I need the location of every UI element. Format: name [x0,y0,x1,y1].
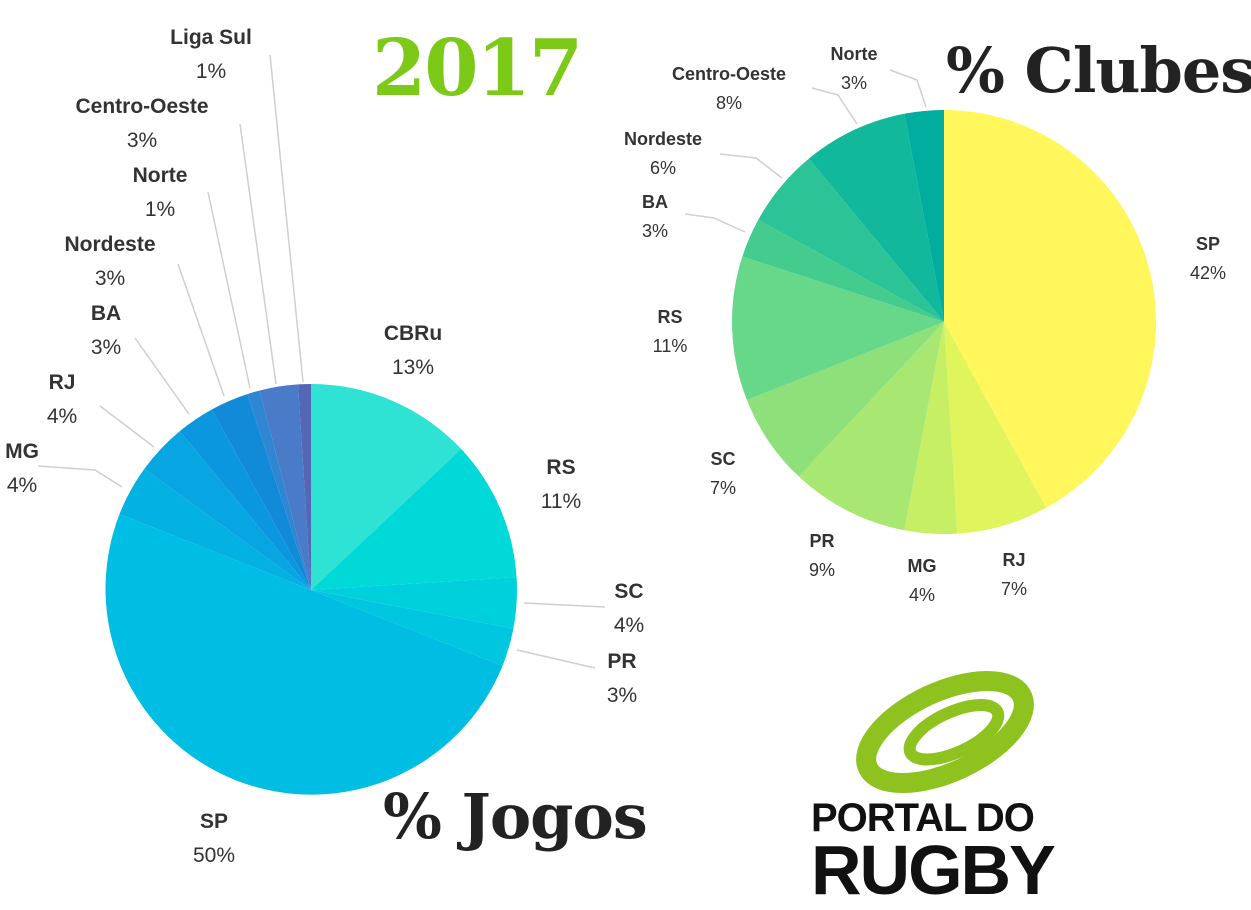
jogos-leader-line-sc [523,602,606,608]
jogos-label-sc: SC [614,580,643,603]
jogos-value-liga-sul: 1% [196,60,226,83]
jogos-value-centro-oeste: 3% [127,129,157,152]
clubes-slice-rj [944,322,1047,534]
jogos-leader-line-norte [207,191,251,389]
clubes-label-pr: PR [809,531,834,551]
jogos-leader-line-mg [37,465,123,488]
jogos-label-norte: Norte [133,164,188,187]
jogos-slice-rs [311,448,517,590]
jogos-value-pr: 3% [607,684,637,707]
clubes-label-rs: RS [657,307,682,327]
jogos-label-rs: RS [546,456,575,479]
jogos-chart-title: % Jogos [383,780,648,853]
jogos-slice-mg [119,468,311,590]
pie-chart-clubes: SP 42% RJ 7% MG 4% PR 9% SC 7% RS 11% BA 3% Nordeste 6%… [624,44,1226,605]
clubes-value-pr: 9% [809,560,835,580]
clubes-chart-title: % Clubes [946,34,1251,107]
clubes-slice-nordeste [758,158,944,322]
clubes-value-centro-oeste: 8% [716,93,742,113]
logo-text-portal-do: PORTAL DO [811,796,1035,840]
jogos-slice-rj [144,431,311,590]
jogos-value-cbru: 13% [392,356,434,379]
jogos-slice-sp [105,514,503,795]
jogos-label-cbru: CBRu [384,322,442,345]
clubes-value-norte: 3% [841,73,867,93]
portal-do-rugby-logo: PORTAL DO RUGBY [805,670,1085,905]
jogos-value-norte: 1% [145,198,175,221]
rugby-ball-logo-icon [856,670,1034,794]
clubes-value-nordeste: 6% [650,158,676,178]
clubes-slice-norte [904,110,944,322]
clubes-label-sc: SC [710,449,735,469]
clubes-leader-line-centro-oeste [811,87,858,125]
jogos-slice-norte [247,390,311,590]
jogos-leader-line-nordeste [177,263,225,397]
jogos-slice-cbru [311,384,462,590]
clubes-leader-line-nordeste [719,153,783,179]
clubes-leader-line-norte [889,69,927,108]
jogos-value-mg: 4% [7,474,37,497]
clubes-label-sp: SP [1196,234,1220,254]
jogos-leader-line-rj [99,405,155,448]
clubes-label-mg: MG [908,556,937,576]
clubes-value-rs: 11% [653,336,688,356]
jogos-value-rs: 11% [541,490,581,513]
jogos-leader-line-pr [516,649,596,669]
jogos-value-ba: 3% [91,336,121,359]
clubes-slice-centro-oeste [808,113,944,322]
clubes-value-ba: 3% [642,221,668,241]
jogos-value-sp: 50% [193,844,235,867]
jogos-label-mg: MG [5,440,39,463]
jogos-slice-nordeste [211,394,311,590]
jogos-value-sc: 4% [614,614,644,637]
clubes-value-sc: 7% [710,478,736,498]
clubes-value-mg: 4% [909,585,935,605]
jogos-label-rj: RJ [49,371,76,394]
jogos-leader-line-liga-sul [269,54,304,383]
clubes-label-centro-oeste: Centro-Oeste [672,64,786,84]
jogos-label-nordeste: Nordeste [64,233,155,256]
clubes-value-rj: 7% [1001,579,1027,599]
clubes-slice-sc [746,322,944,477]
clubes-label-ba: BA [642,192,668,212]
clubes-slice-rs [732,256,944,401]
jogos-label-sp: SP [200,810,228,833]
jogos-value-rj: 4% [47,405,77,428]
jogos-slice-liga-sul [298,384,311,590]
clubes-slice-sp [944,109,1157,508]
year-title: 2017 [372,23,583,114]
clubes-slice-mg [904,322,958,534]
jogos-label-centro-oeste: Centro-Oeste [75,95,208,118]
jogos-slice-sc [311,577,517,629]
jogos-slice-pr [311,590,514,666]
jogos-slice-ba [179,409,311,590]
jogos-slice-centro-oeste [259,384,311,590]
clubes-label-nordeste: Nordeste [624,129,702,149]
jogos-label-liga-sul: Liga Sul [170,26,252,49]
clubes-slice-ba [742,219,944,322]
jogos-value-nordeste: 3% [95,267,125,290]
clubes-label-rj: RJ [1002,550,1025,570]
jogos-label-pr: PR [607,650,636,673]
clubes-label-norte: Norte [830,44,877,64]
logo-text-rugby: RUGBY [811,831,1056,909]
pie-chart-jogos: CBRu 13% RS 11% SC 4% PR 3% SP 50% MG 4% RJ 4% BA 3% Nor… [5,26,644,867]
jogos-leader-line-centro-oeste [239,123,277,385]
clubes-leader-line-ba [684,213,746,233]
jogos-leader-line-ba [134,337,190,415]
clubes-slice-pr [798,322,944,531]
clubes-value-sp: 42% [1190,263,1226,283]
jogos-label-ba: BA [91,302,121,325]
